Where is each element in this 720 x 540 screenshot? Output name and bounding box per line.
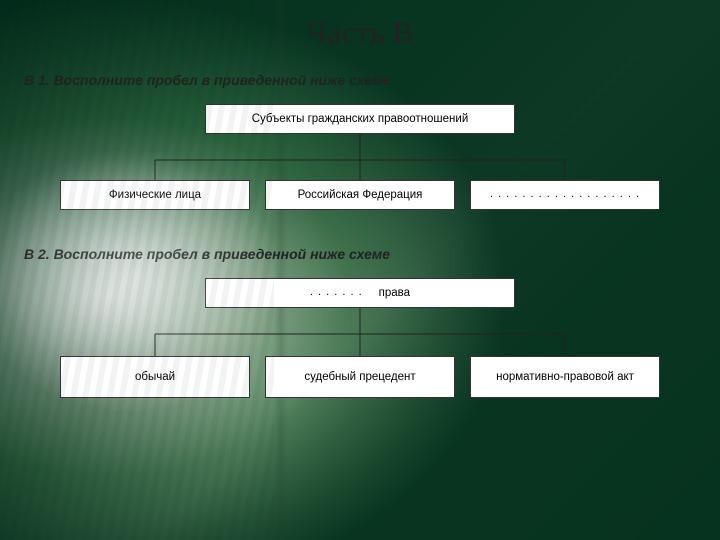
section2-root-box: . . . . . . . права [205,278,515,308]
section2-child-1: судебный прецедент [265,356,455,398]
section2-child-1-text: судебный прецедент [304,370,415,384]
section2-child-2-text: нормативно-правовой акт [496,370,634,384]
section1-child-1: Российская Федерация [265,180,455,210]
section1-child-2-blank: . . . . . . . . . . . . . . . . . . . [490,188,640,202]
section2-child-0-text: обычай [135,370,175,384]
section2-child-2: нормативно-правовой акт [470,356,660,398]
section1-child-1-text: Российская Федерация [298,188,423,202]
section1-child-2: . . . . . . . . . . . . . . . . . . . [470,180,660,210]
section2-label: В 2. Восполните пробел в приведенной ниж… [24,246,390,262]
section2-child-0: обычай [60,356,250,398]
section2-root-blank: . . . . . . . [310,286,363,300]
section1-child-0: Физические лица [60,180,250,210]
section1-root-text: Субъекты гражданских правоотношений [252,112,469,126]
page-title: Часть В [0,0,720,51]
section1-child-0-text: Физические лица [109,188,201,202]
section2-root-right: права [379,286,410,300]
section1-label: В 1. Восполните пробел в приведенной ниж… [24,72,390,88]
section1-root-box: Субъекты гражданских правоотношений [205,104,515,134]
